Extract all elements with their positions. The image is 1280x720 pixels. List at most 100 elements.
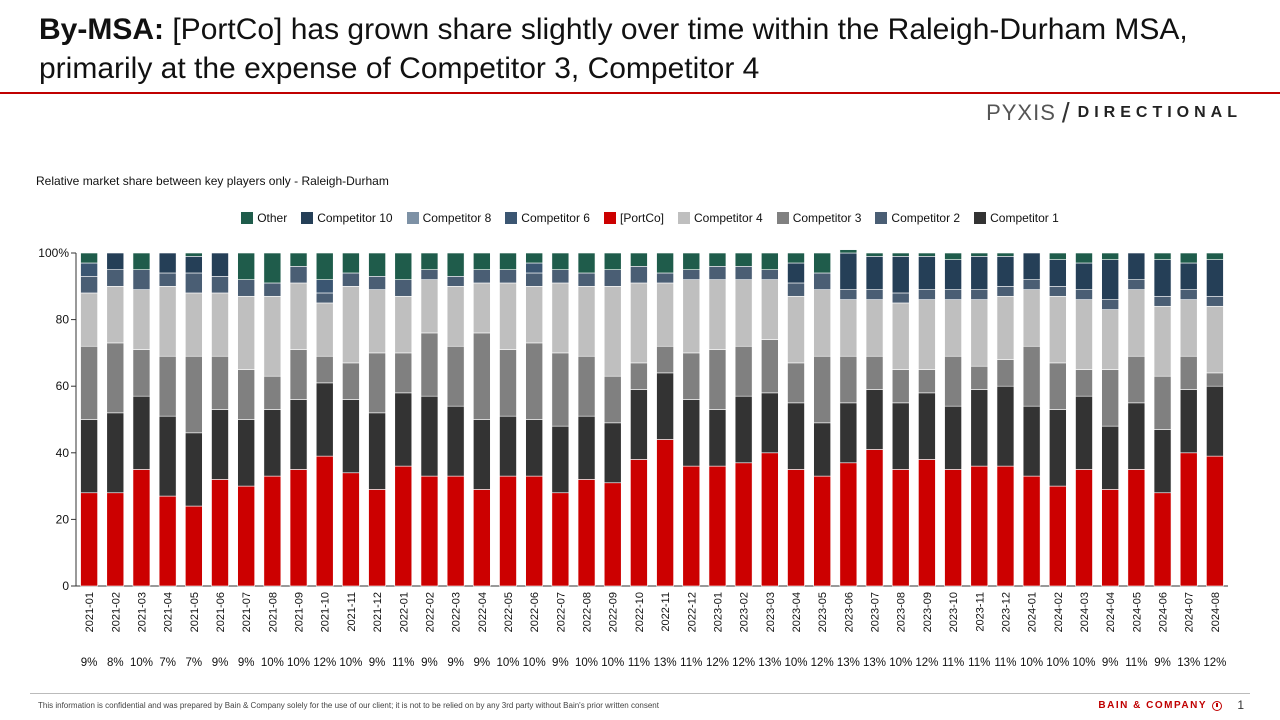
- bar-competitor-3-2022-07: [551, 352, 570, 427]
- bar-competitor-1-2024-06: [1153, 429, 1172, 494]
- x-tick-label: 2022-12: [686, 592, 698, 632]
- legend-label: [PortCo]: [619, 211, 664, 225]
- bar-other-2023-04: [787, 252, 805, 264]
- bar-portco-2023-11: [970, 465, 989, 587]
- bottom-pct-label: 13%: [654, 657, 677, 669]
- x-tick-label: 2023-08: [896, 592, 908, 632]
- legend-label: Competitor 4: [694, 211, 763, 225]
- bar-competitor-2-2022-02: [420, 269, 439, 280]
- bar-other-2022-09: [603, 252, 622, 270]
- x-tick-label: 2023-11: [974, 592, 986, 632]
- bar-competitor-4-2022-02: [420, 279, 439, 334]
- bar-portco-2023-05: [813, 475, 831, 587]
- x-tick-label: 2021-01: [84, 592, 96, 632]
- bar-competitor-1-2023-11: [970, 389, 989, 467]
- bar-competitor-4-2023-04: [787, 295, 805, 364]
- bar-competitor-3-2023-03: [761, 339, 779, 394]
- bar-portco-2023-09: [918, 459, 936, 587]
- bar-competitor-4-2024-07: [1179, 299, 1198, 357]
- bar-portco-2024-08: [1206, 455, 1224, 587]
- bar-competitor-2-2022-01: [394, 279, 413, 297]
- bar-competitor-2-2021-11: [342, 272, 360, 287]
- bar-competitor-10-2023-11: [970, 256, 989, 290]
- legend-item-competitor-10: Competitor 10: [301, 211, 393, 225]
- x-tick-label: 2023-03: [765, 592, 777, 632]
- bar-competitor-2-2024-07: [1179, 289, 1198, 300]
- bottom-pct-label: 11%: [942, 657, 964, 669]
- bar-competitor-3-2024-02: [1049, 362, 1067, 410]
- legend-swatch: [776, 212, 789, 224]
- bar-other-2022-02: [420, 252, 439, 270]
- bar-competitor-3-2021-01: [80, 345, 98, 420]
- bar-competitor-1-2022-06: [525, 419, 543, 477]
- bar-competitor-1-2022-10: [630, 389, 648, 460]
- bar-other-2023-05: [813, 252, 831, 274]
- bar-competitor-4-2022-04: [473, 282, 491, 334]
- x-tick-label: 2024-07: [1184, 592, 1196, 632]
- x-tick-label: 2021-10: [320, 592, 332, 632]
- bottom-pct-label: 7%: [186, 657, 203, 669]
- bottom-pct-label: 10%: [523, 657, 546, 669]
- bottom-pct-label: 13%: [1177, 657, 1200, 669]
- x-tick-label: 2023-01: [712, 592, 724, 632]
- bar-portco-2024-05: [1127, 469, 1146, 587]
- legend-label: Competitor 8: [422, 211, 492, 225]
- bar-competitor-6-2021-10: [315, 279, 334, 294]
- bar-competitor-3-2023-08: [891, 369, 910, 404]
- bottom-pct-label: 11%: [628, 657, 650, 669]
- bar-competitor-1-2021-04: [158, 415, 177, 497]
- bar-competitor-1-2021-03: [132, 395, 151, 470]
- bar-competitor-2-2021-06: [211, 276, 229, 294]
- bar-portco-2022-07: [551, 492, 570, 587]
- bar-other-2024-03: [1075, 252, 1093, 264]
- legend-swatch: [974, 212, 987, 224]
- bar-competitor-4-2024-06: [1153, 305, 1172, 377]
- bottom-pct-label: 10%: [130, 657, 153, 669]
- bar-competitor-1-2024-03: [1075, 395, 1093, 470]
- bar-competitor-3-2021-07: [237, 369, 255, 420]
- bar-other-2022-04: [473, 252, 491, 270]
- bottom-pct-label: 12%: [1203, 657, 1226, 669]
- bar-other-2023-12: [996, 252, 1015, 257]
- bar-competitor-1-2023-07: [865, 389, 884, 450]
- bar-competitor-10-2023-06: [839, 252, 858, 290]
- bar-competitor-10-2024-01: [1022, 252, 1041, 280]
- bar-competitor-1-2023-06: [839, 402, 858, 464]
- x-tick-label: 2024-04: [1105, 592, 1117, 632]
- bar-competitor-2-2024-08: [1206, 295, 1224, 307]
- bar-other-2022-07: [551, 252, 570, 270]
- bar-competitor-3-2024-07: [1179, 355, 1198, 390]
- bottom-pct-label: 9%: [552, 657, 569, 669]
- bar-portco-2021-07: [237, 485, 255, 587]
- bottom-pct-label: 13%: [837, 657, 860, 669]
- bar-competitor-3-2023-07: [865, 355, 884, 390]
- y-tick-label: 100%: [38, 246, 69, 260]
- bar-competitor-4-2021-10: [315, 302, 334, 357]
- bar-competitor-4-2022-03: [446, 285, 465, 347]
- bar-competitor-2-2023-06: [839, 289, 858, 300]
- bar-competitor-2-2021-04: [158, 272, 177, 287]
- bar-competitor-3-2022-08: [577, 355, 596, 417]
- bar-competitor-4-2023-11: [970, 299, 989, 367]
- bar-competitor-10-2024-08: [1206, 259, 1224, 297]
- bain-mark-icon: [1212, 700, 1222, 711]
- bar-competitor-1-2023-01: [708, 409, 727, 467]
- bar-competitor-3-2021-09: [289, 349, 308, 400]
- bottom-pct-label: 10%: [1072, 657, 1095, 669]
- bar-competitor-4-2021-08: [263, 295, 282, 377]
- bar-competitor-10-2021-06: [211, 252, 229, 277]
- bar-portco-2022-11: [656, 439, 674, 587]
- bar-competitor-2-2022-12: [682, 269, 701, 280]
- bar-competitor-1-2023-02: [734, 395, 753, 464]
- bar-portco-2022-02: [420, 475, 439, 587]
- x-tick-label: 2022-09: [608, 592, 620, 632]
- bar-other-2023-10: [944, 252, 962, 260]
- brand-lockup: PYXIS / DIRECTIONAL: [986, 97, 1242, 128]
- bar-competitor-3-2021-11: [342, 362, 360, 400]
- x-tick-label: 2021-02: [110, 592, 122, 632]
- bar-competitor-10-2024-03: [1075, 262, 1093, 290]
- bar-competitor-3-2022-06: [525, 342, 543, 420]
- bar-competitor-6-2021-01: [80, 262, 98, 277]
- bar-competitor-3-2024-04: [1101, 369, 1119, 427]
- bar-competitor-2-2023-07: [865, 289, 884, 300]
